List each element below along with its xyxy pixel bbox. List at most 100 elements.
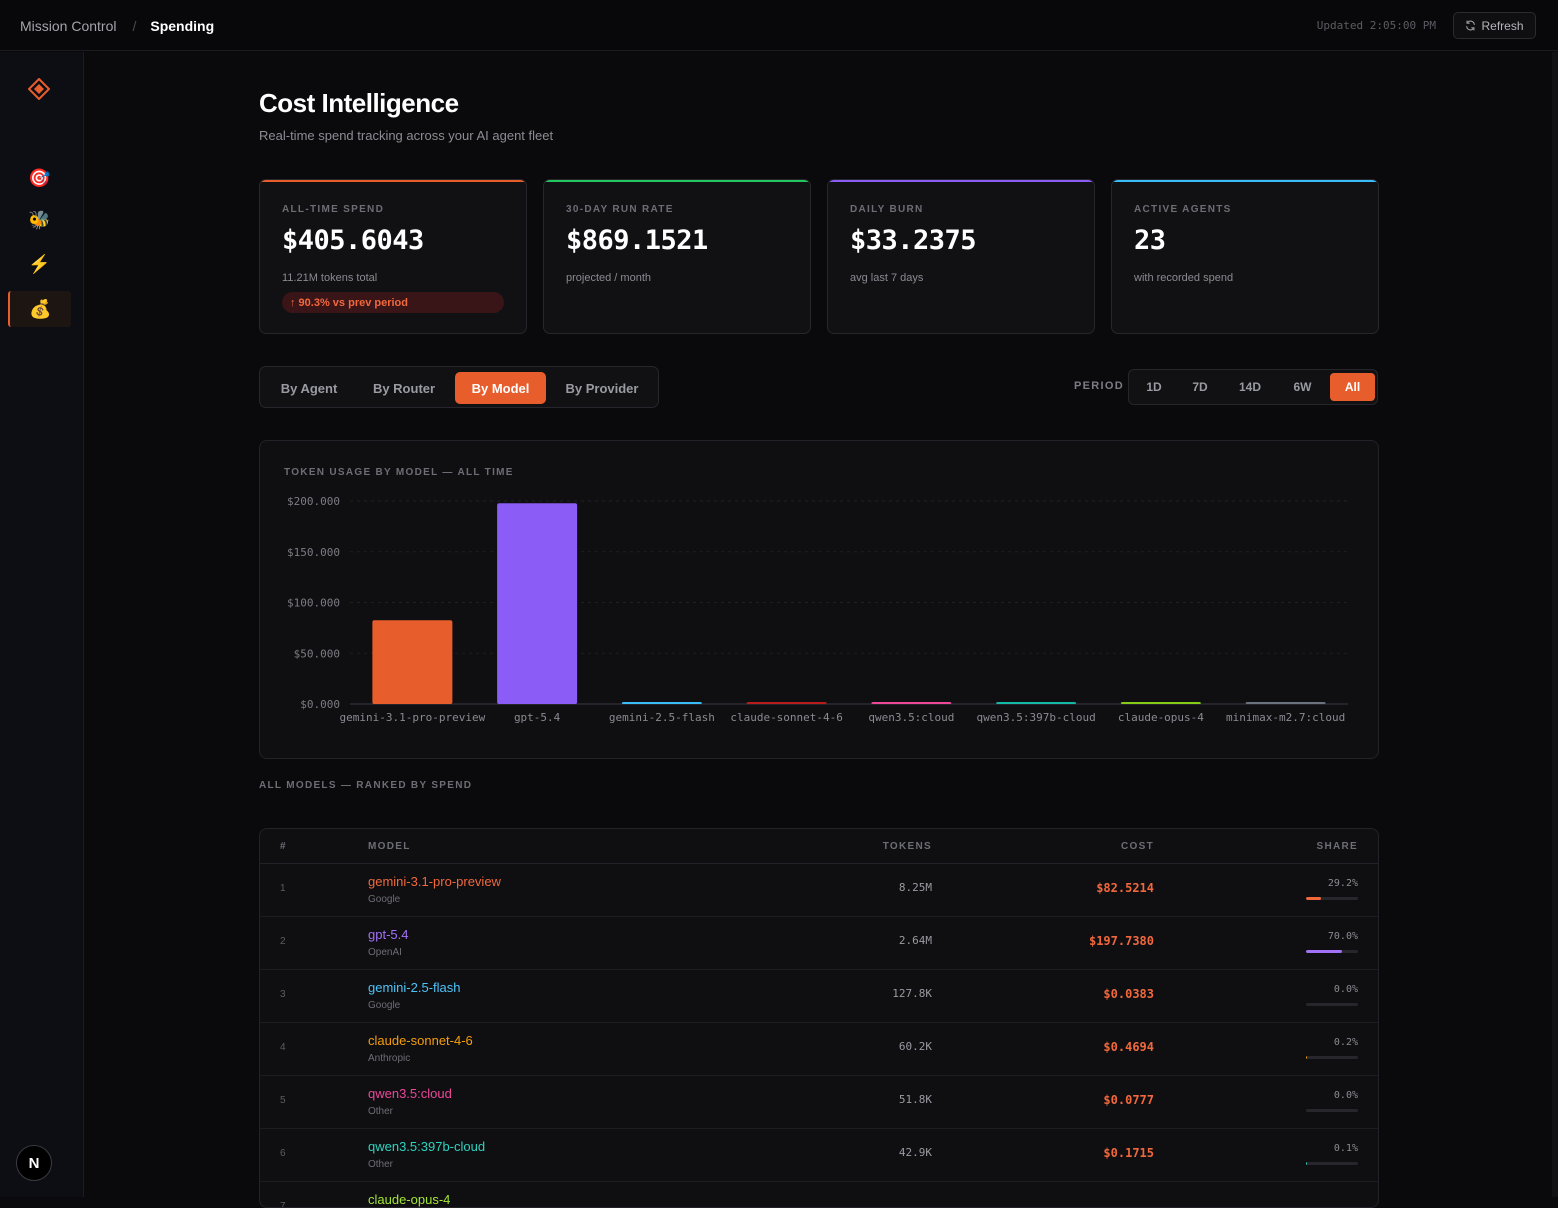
refresh-label: Refresh	[1481, 18, 1524, 33]
x-tick-label: claude-opus-4	[1118, 711, 1204, 724]
column-share[interactable]: SHARE	[1316, 841, 1358, 852]
row-model-name[interactable]: claude-opus-4	[368, 1192, 451, 1207]
bar-qwen3.5:397b-cloud[interactable]	[996, 702, 1077, 704]
column-model[interactable]: MODEL	[368, 841, 411, 852]
card-label: 30-DAY RUN RATE	[566, 204, 674, 215]
card-value: $33.2375	[850, 225, 977, 256]
card-accent	[544, 180, 810, 182]
bar-gemini-3.1-pro-preview[interactable]	[372, 620, 453, 704]
row-share-fill	[1306, 897, 1322, 900]
sidebar-item-bee[interactable]: 🐝	[8, 202, 71, 238]
row-share-percent: 29.2%	[1327, 878, 1358, 889]
card-label: ACTIVE AGENTS	[1134, 204, 1232, 215]
sidebar-item-spending[interactable]: 💰	[8, 291, 71, 327]
avatar[interactable]: N	[16, 1145, 52, 1181]
table-row[interactable]: 2 gpt-5.4 OpenAI 2.64M $197.7380 70.0%	[260, 917, 1378, 970]
row-model-name[interactable]: gpt-5.4	[368, 927, 409, 942]
period-6w-button[interactable]: 6W	[1293, 380, 1312, 394]
tab-by-router[interactable]: By Router	[372, 380, 436, 396]
bar-claude-sonnet-4-6[interactable]	[746, 702, 827, 704]
table-row[interactable]: 1 gemini-3.1-pro-preview Google 8.25M $82.52…	[260, 864, 1378, 917]
bar-claude-opus-4[interactable]	[1120, 702, 1201, 704]
models-table: # MODEL TOKENS COST SHARE 1 gemini-3.1-pr…	[259, 828, 1379, 1208]
row-tokens: 127.8K	[892, 987, 932, 1000]
card-value: $405.6043	[282, 225, 424, 256]
row-model-name[interactable]: qwen3.5:397b-cloud	[368, 1139, 486, 1154]
breadcrumb: Mission Control / Spending	[20, 0, 214, 51]
chart-panel: TOKEN USAGE BY MODEL — ALL TIME $0.000 $5…	[259, 440, 1379, 759]
top-bar: Mission Control / Spending Updated 2:05:…	[0, 0, 1558, 51]
row-tokens: 42.9K	[898, 1146, 932, 1159]
row-model-name[interactable]: qwen3.5:cloud	[368, 1086, 452, 1101]
y-tick-label: $200.000	[287, 495, 340, 508]
row-rank: 6	[280, 1148, 286, 1159]
refresh-icon	[1466, 20, 1476, 31]
row-cost: $0.1715	[1103, 1146, 1154, 1160]
row-share-percent: 0.0%	[1333, 1090, 1358, 1101]
group-by-tabs: By Agent By Router By Model By Provider	[259, 366, 659, 408]
row-cost: $82.5214	[1096, 881, 1154, 895]
breadcrumb-root[interactable]: Mission Control	[20, 17, 117, 34]
card-value: $869.1521	[566, 225, 708, 256]
scrollbar[interactable]	[1552, 52, 1558, 1197]
row-provider: Google	[368, 1000, 401, 1011]
card-subtext: with recorded spend	[1134, 272, 1234, 284]
card-accent	[260, 180, 526, 182]
table-row[interactable]: 4 claude-sonnet-4-6 Anthropic 60.2K $0.4694 0…	[260, 1023, 1378, 1076]
bar-qwen3.5:cloud[interactable]	[871, 702, 952, 704]
x-tick-label: minimax-m2.7:cloud	[1226, 711, 1345, 724]
table-row[interactable]: 3 gemini-2.5-flash Google 127.8K $0.0383 0.0%	[260, 970, 1378, 1023]
y-tick-label: $150.000	[287, 546, 340, 559]
tab-by-model[interactable]: By Model	[455, 372, 546, 404]
row-tokens: 51.8K	[898, 1093, 932, 1106]
row-share-bar	[1306, 1109, 1358, 1112]
card-accent	[828, 180, 1094, 182]
y-tick-label: $0.000	[300, 698, 340, 711]
bee-icon: 🐝	[28, 209, 51, 230]
table-row[interactable]: 6 qwen3.5:397b-cloud Other 42.9K $0.1715 0.1%	[260, 1129, 1378, 1182]
column-tokens[interactable]: TOKENS	[882, 841, 932, 852]
period-1d-button[interactable]: 1D	[1146, 380, 1162, 394]
row-share-percent: 70.0%	[1327, 931, 1358, 942]
card-value: 23	[1134, 225, 1166, 256]
stat-card-daily-burn: DAILY BURN $33.2375 avg last 7 days	[827, 179, 1095, 334]
row-provider: Google	[368, 894, 401, 905]
x-tick-label: claude-sonnet-4-6	[730, 711, 843, 724]
row-provider: Other	[368, 1106, 394, 1117]
bar-gpt-5.4[interactable]	[497, 503, 578, 704]
sidebar-item-lightning[interactable]: ⚡	[8, 246, 71, 282]
lightning-icon: ⚡	[28, 253, 51, 274]
row-share-fill	[1306, 1162, 1308, 1165]
period-14d-button[interactable]: 14D	[1238, 380, 1261, 394]
row-model-name[interactable]: gemini-2.5-flash	[368, 980, 461, 995]
y-tick-label: $50.000	[294, 647, 340, 660]
table-row[interactable]: 7 claude-opus-4	[260, 1182, 1378, 1207]
row-share-bar	[1306, 897, 1358, 900]
table-row[interactable]: 5 qwen3.5:cloud Other 51.8K $0.0777 0.0%	[260, 1076, 1378, 1129]
row-share-fill	[1306, 1056, 1308, 1059]
tab-by-agent[interactable]: By Agent	[280, 380, 338, 396]
row-rank: 5	[280, 1095, 286, 1106]
bar-gemini-2.5-flash[interactable]	[621, 702, 702, 704]
sidebar-item-target[interactable]: 🎯	[8, 160, 71, 196]
breadcrumb-separator: /	[132, 17, 137, 34]
column-cost[interactable]: COST	[1121, 841, 1154, 852]
money-bag-icon: 💰	[29, 298, 52, 319]
sidebar: 🎯 🐝 ⚡ 💰 N	[0, 52, 84, 1197]
bar-minimax-m2.7:cloud[interactable]	[1245, 702, 1326, 704]
target-icon: 🎯	[28, 167, 51, 188]
row-model-name[interactable]: claude-sonnet-4-6	[368, 1033, 473, 1048]
row-rank: 3	[280, 989, 286, 1000]
period-all-button[interactable]: All	[1330, 373, 1375, 401]
x-tick-label: qwen3.5:397b-cloud	[977, 711, 1096, 724]
row-rank: 4	[280, 1042, 286, 1053]
row-provider: Other	[368, 1159, 394, 1170]
refresh-button[interactable]: Refresh	[1453, 12, 1536, 39]
row-cost: $0.0777	[1103, 1093, 1154, 1107]
row-model-name[interactable]: gemini-3.1-pro-preview	[368, 874, 501, 889]
chart-title: TOKEN USAGE BY MODEL — ALL TIME	[284, 467, 514, 478]
tab-by-provider[interactable]: By Provider	[565, 380, 639, 396]
diamond-logo-icon[interactable]	[28, 78, 50, 100]
period-7d-button[interactable]: 7D	[1192, 380, 1208, 394]
card-subtext: avg last 7 days	[850, 272, 924, 284]
